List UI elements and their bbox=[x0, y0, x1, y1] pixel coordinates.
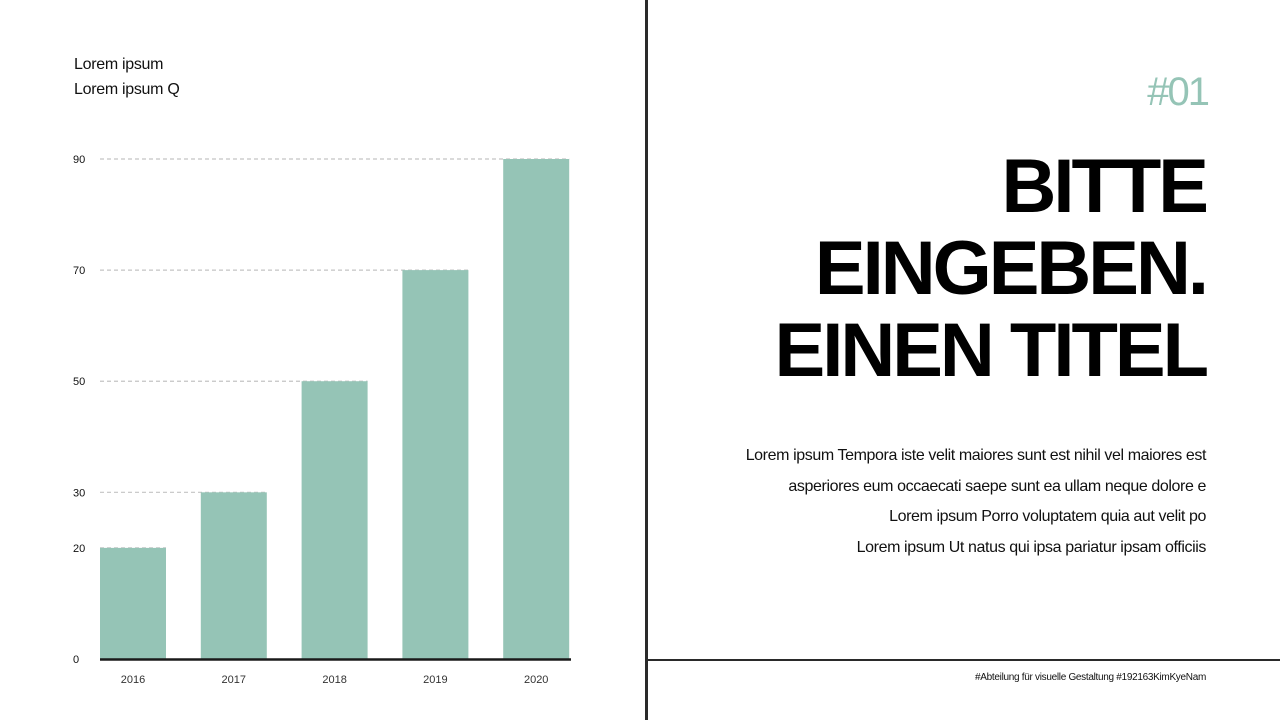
bar-2017 bbox=[200, 492, 267, 659]
y-tick-label: 70 bbox=[73, 265, 85, 277]
bar-chart: 0 20 30 50 70 90 2016 2017 2018 2019 2020 bbox=[73, 154, 571, 686]
footer-text: #Abteilung für visuelle Gestaltung #1921… bbox=[975, 672, 1206, 683]
vertical-divider bbox=[645, 0, 648, 720]
y-tick-label: 50 bbox=[73, 376, 85, 388]
y-tick-label: 20 bbox=[73, 543, 85, 555]
y-tick-label: 90 bbox=[73, 154, 85, 166]
x-tick-label: 2017 bbox=[222, 674, 246, 686]
body-line1: Lorem ipsum Tempora iste velit maiores s… bbox=[745, 447, 1207, 464]
horizontal-divider bbox=[647, 659, 1280, 661]
title-line1: BITTE bbox=[1001, 144, 1209, 229]
chart-panel: Lorem ipsum Lorem ipsum Q 0 20 30 50 70 90 201… bbox=[73, 52, 571, 686]
y-tick-label: 30 bbox=[73, 487, 85, 499]
title-line2: EINGEBEN. bbox=[814, 226, 1209, 311]
bar-2016 bbox=[100, 547, 166, 659]
bar-2020 bbox=[503, 159, 570, 659]
x-tick-label: 2020 bbox=[524, 674, 548, 686]
body-line4: Lorem ipsum Ut natus qui ipsa pariatur i… bbox=[856, 538, 1207, 556]
chart-caption-line2: Lorem ipsum Q bbox=[74, 81, 180, 98]
chart-caption: Lorem ipsum Lorem ipsum Q bbox=[74, 52, 180, 102]
y-tick-label: 0 bbox=[73, 654, 79, 666]
bar-2018 bbox=[301, 381, 368, 659]
x-tick-label: 2016 bbox=[121, 674, 145, 686]
x-tick-label: 2019 bbox=[423, 674, 447, 686]
title-line3: EINEN TITEL bbox=[774, 308, 1209, 393]
body-line2: asperiores eum occaecati saepe sunt ea u… bbox=[788, 477, 1206, 495]
body-text: Lorem ipsum Tempora iste velit maiores s… bbox=[745, 441, 1207, 563]
bar-2019 bbox=[402, 270, 469, 659]
slide-number: #01 bbox=[1147, 70, 1210, 114]
chart-caption-line1: Lorem ipsum bbox=[74, 56, 164, 73]
slide-title: BITTE EINGEBEN. EINEN TITEL bbox=[774, 144, 1209, 393]
x-tick-label: 2018 bbox=[322, 674, 346, 686]
body-line3: Lorem ipsum Porro voluptatem quia aut ve… bbox=[889, 508, 1206, 525]
